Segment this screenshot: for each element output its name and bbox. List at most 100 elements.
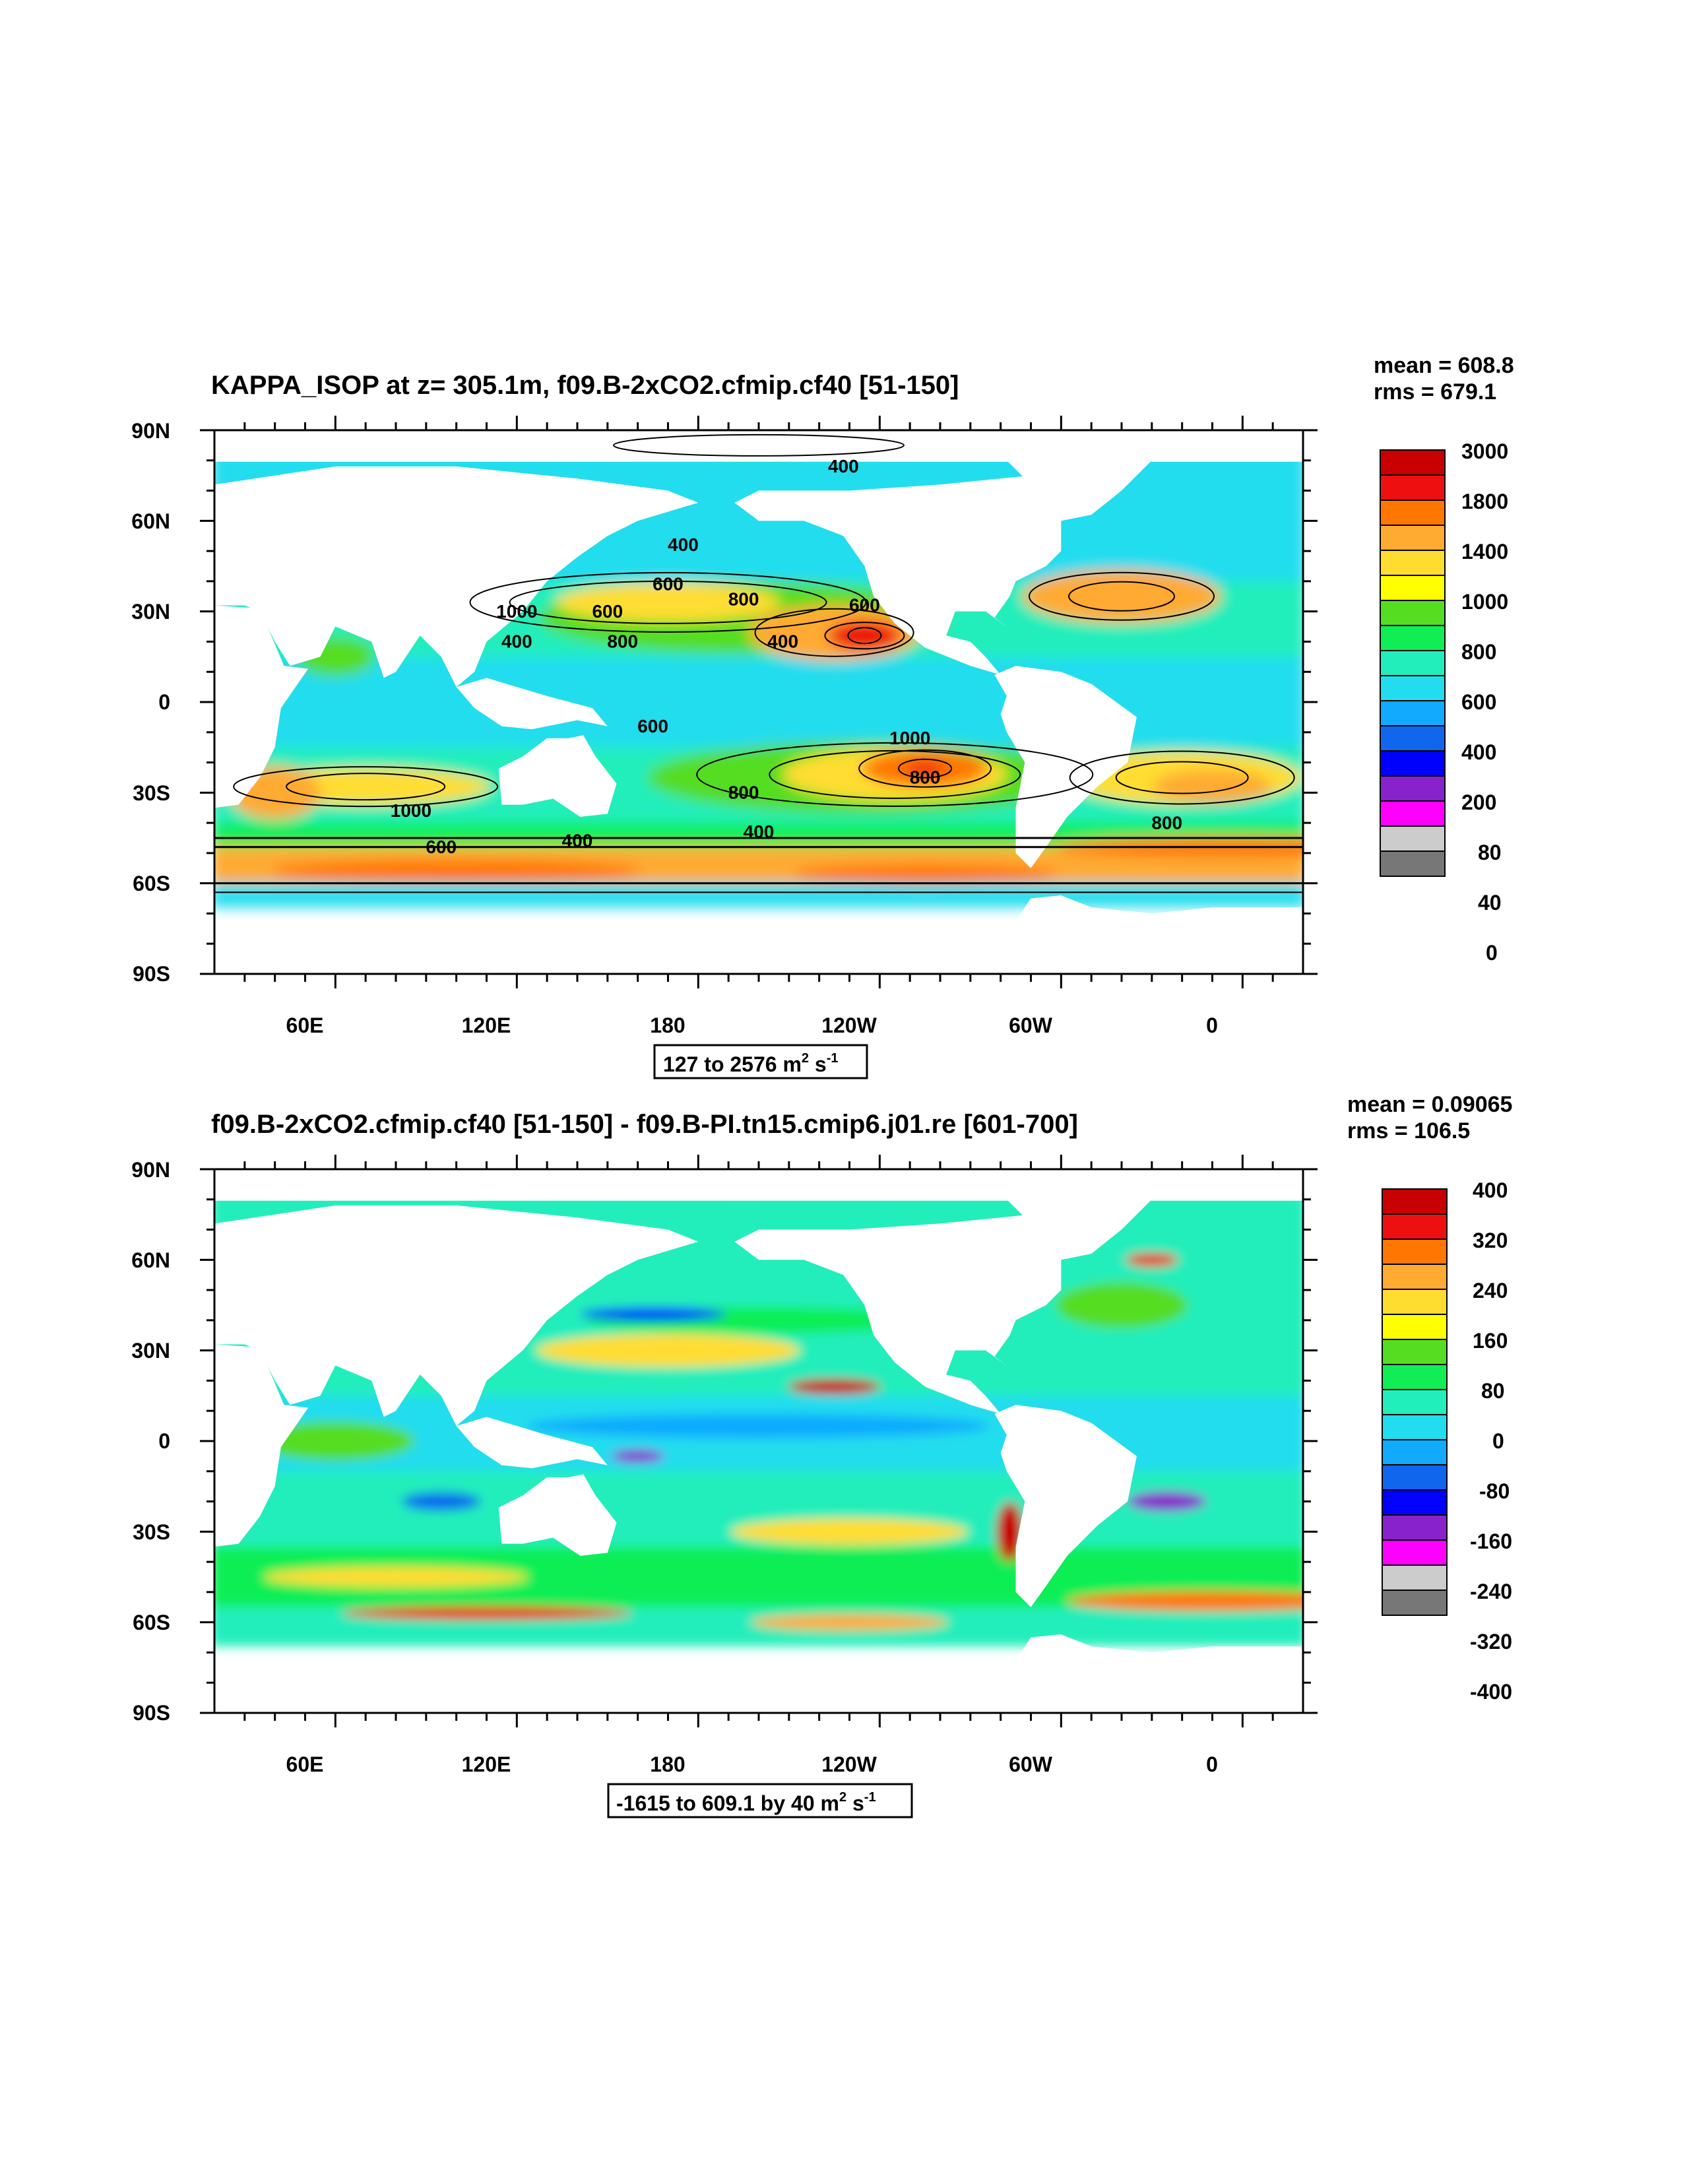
colorbar-swatch (1382, 1314, 1448, 1340)
colorbar-swatch (1382, 1364, 1448, 1390)
colorbar-swatch (1382, 1389, 1448, 1415)
lon-tick-labels: 60E 120E 180 120W 60W 0 (286, 1752, 1218, 1776)
lon-label: 120E (462, 1752, 511, 1776)
lon-label: 60E (286, 1752, 324, 1776)
antarctica-land (1000, 895, 1303, 944)
field-blob (536, 1333, 800, 1367)
range-label-mid: s (846, 1791, 864, 1815)
colorbar-swatch (1382, 1489, 1448, 1516)
maritime-land (456, 1417, 608, 1469)
field-blob (1127, 1491, 1207, 1512)
lon-label: 60E (286, 1013, 324, 1037)
range-label-main: -1615 to 609.1 by 40 m (616, 1791, 839, 1815)
eurasia-land (214, 1205, 699, 1427)
field-band (214, 883, 1303, 908)
colorbar-level-label: 0 (1486, 941, 1498, 965)
field-blob (580, 1307, 726, 1321)
map-plot-top (214, 430, 1303, 974)
contour-line (1068, 581, 1175, 612)
range-label-sup: -1 (864, 1790, 876, 1805)
colorbar-level-label: 1000 (1461, 590, 1508, 614)
colorbar-swatch (1380, 800, 1446, 827)
field-blob (730, 1518, 969, 1545)
colorbar-swatch (1382, 1514, 1448, 1541)
antarctica-land (1000, 1634, 1303, 1683)
panel-bottom: f09.B-2xCO2.cfmip.cf40 [51-150] - f09.B-… (131, 1092, 1512, 1818)
colorbar-swatch (1382, 1539, 1448, 1566)
africa-land (214, 605, 309, 808)
colorbar-swatch (1382, 1439, 1448, 1465)
colorbar-level-label: -320 (1470, 1630, 1512, 1654)
field-blob (788, 1378, 881, 1395)
contour-label: 1000 (496, 601, 537, 622)
field-blob (256, 1421, 415, 1461)
range-label-sup: -1 (827, 1051, 839, 1066)
range-label-frame (653, 1044, 868, 1079)
contour-label: 400 (767, 631, 798, 652)
lat-label: 90N (131, 1158, 170, 1182)
colorbar-swatch (1380, 600, 1446, 626)
field-blob (828, 621, 901, 651)
colorbar-level-label: 1400 (1461, 540, 1508, 563)
lat-label: 0 (158, 690, 170, 714)
lat-label: 30N (131, 1339, 170, 1363)
contour-label: 400 (668, 534, 699, 555)
lon-label: 0 (1206, 1013, 1218, 1037)
range-label: -1615 to 609.1 by 40 m2 s-1 (616, 1790, 876, 1815)
colorbar-swatch (1382, 1414, 1448, 1440)
contour-label: 800 (607, 631, 638, 652)
field-blob (401, 1492, 481, 1511)
contour-label: 600 (592, 601, 623, 622)
colorbar-level-label: 320 (1473, 1229, 1508, 1252)
colorbar-swatch (1380, 675, 1446, 701)
continents (214, 1169, 1303, 1713)
colorbar-level-label: -240 (1470, 1580, 1512, 1603)
colorbar-level-label: 200 (1461, 790, 1496, 814)
range-label-frame (607, 1783, 913, 1818)
field-blob (905, 761, 945, 775)
lon-label: 0 (1206, 1752, 1218, 1776)
lon-label: 180 (650, 1013, 685, 1037)
field-blob (271, 859, 641, 883)
field-layer (214, 433, 1303, 908)
colorbar-level-label: 80 (1481, 1379, 1505, 1403)
colorbar-swatch (1382, 1464, 1448, 1491)
contour-line (824, 622, 905, 650)
colorbar-swatch (1382, 1590, 1448, 1616)
contour-line (1115, 761, 1249, 794)
contour-line (847, 627, 882, 645)
lat-label: 30S (133, 1520, 170, 1544)
contour-line (696, 742, 1094, 807)
continents (214, 430, 1303, 974)
ocean-field (214, 433, 1303, 908)
colorbar-top (1380, 449, 1446, 877)
colorbar-swatch (1380, 700, 1446, 726)
field-layer (214, 1173, 1303, 1647)
colorbar-level-label: 1800 (1461, 490, 1508, 513)
colorbar-swatch (1382, 1213, 1448, 1240)
colorbar-swatch (1382, 1238, 1448, 1265)
eurasia-land (214, 466, 699, 688)
colorbar-swatch (1380, 474, 1446, 501)
contour-line (769, 750, 1021, 799)
range-label-sup: 2 (839, 1790, 846, 1805)
colorbar-level-label: -160 (1470, 1529, 1512, 1553)
colorbar-level-label: -400 (1470, 1680, 1512, 1704)
range-label-mid: s (809, 1052, 827, 1076)
axis-ticks (200, 1155, 1318, 1727)
contour-label: 400 (828, 456, 859, 476)
colorbar-swatch (1380, 775, 1446, 802)
colorbar-level-label: 600 (1461, 690, 1496, 714)
range-label-box: 127 to 2576 m2 s-1 (653, 1044, 868, 1079)
maritime-land (456, 678, 608, 730)
colorbar-level-label: 40 (1478, 891, 1502, 915)
colorbar-swatch (1380, 851, 1446, 877)
colorbar-level-label: 800 (1461, 640, 1496, 664)
contour-line (754, 608, 914, 657)
lon-label: 60W (1009, 1752, 1053, 1776)
lat-label: 0 (158, 1429, 170, 1453)
ocean-field (214, 1173, 1303, 1647)
contour-line (469, 571, 867, 633)
australia-land (498, 1474, 617, 1556)
contour-line (858, 749, 992, 788)
